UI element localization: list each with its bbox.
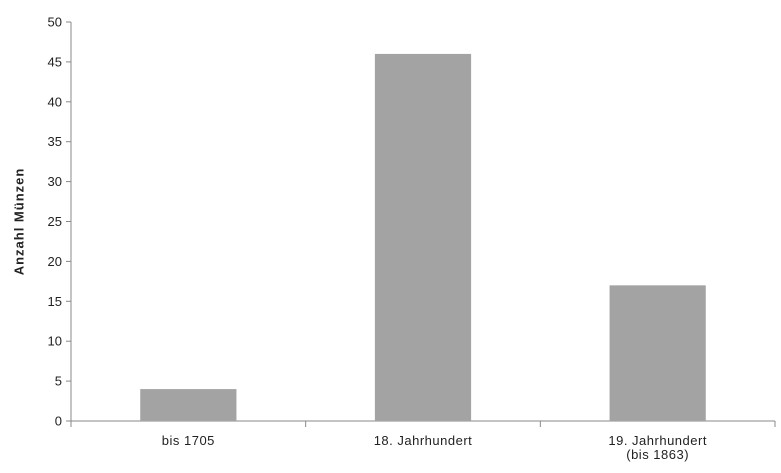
y-tick-label: 0 — [55, 414, 62, 429]
y-axis: 0 5 10 15 20 25 30 35 40 45 50 — [48, 15, 72, 429]
y-tick-label: 30 — [48, 174, 62, 189]
bar — [609, 285, 706, 421]
category-label-line: (bis 1863) — [626, 447, 689, 462]
y-axis-title: Anzahl Münzen — [11, 168, 26, 276]
bar — [140, 389, 237, 421]
category-label-line: bis 1705 — [162, 433, 215, 448]
y-tick-label: 10 — [48, 334, 62, 349]
category-label: 18. Jahrhundert — [374, 433, 473, 448]
y-tick-label: 5 — [55, 374, 62, 389]
category-label-line: 19. Jahrhundert — [608, 433, 707, 448]
category-labels: bis 1705 18. Jahrhundert 19. Jahrhundert (b… — [162, 433, 707, 462]
y-tick-label: 20 — [48, 254, 62, 269]
y-tick-label: 45 — [48, 54, 62, 69]
y-tick-label: 50 — [48, 15, 62, 30]
bar — [374, 53, 472, 422]
y-tick-label: 40 — [48, 94, 62, 109]
category-label: 19. Jahrhundert (bis 1863) — [608, 433, 707, 462]
bars — [140, 53, 706, 422]
category-label: bis 1705 — [162, 433, 215, 448]
category-label-line: 18. Jahrhundert — [374, 433, 473, 448]
x-axis — [70, 420, 776, 427]
y-tick-label: 25 — [48, 214, 62, 229]
y-tick-label: 15 — [48, 294, 62, 309]
y-tick-label: 35 — [48, 134, 62, 149]
